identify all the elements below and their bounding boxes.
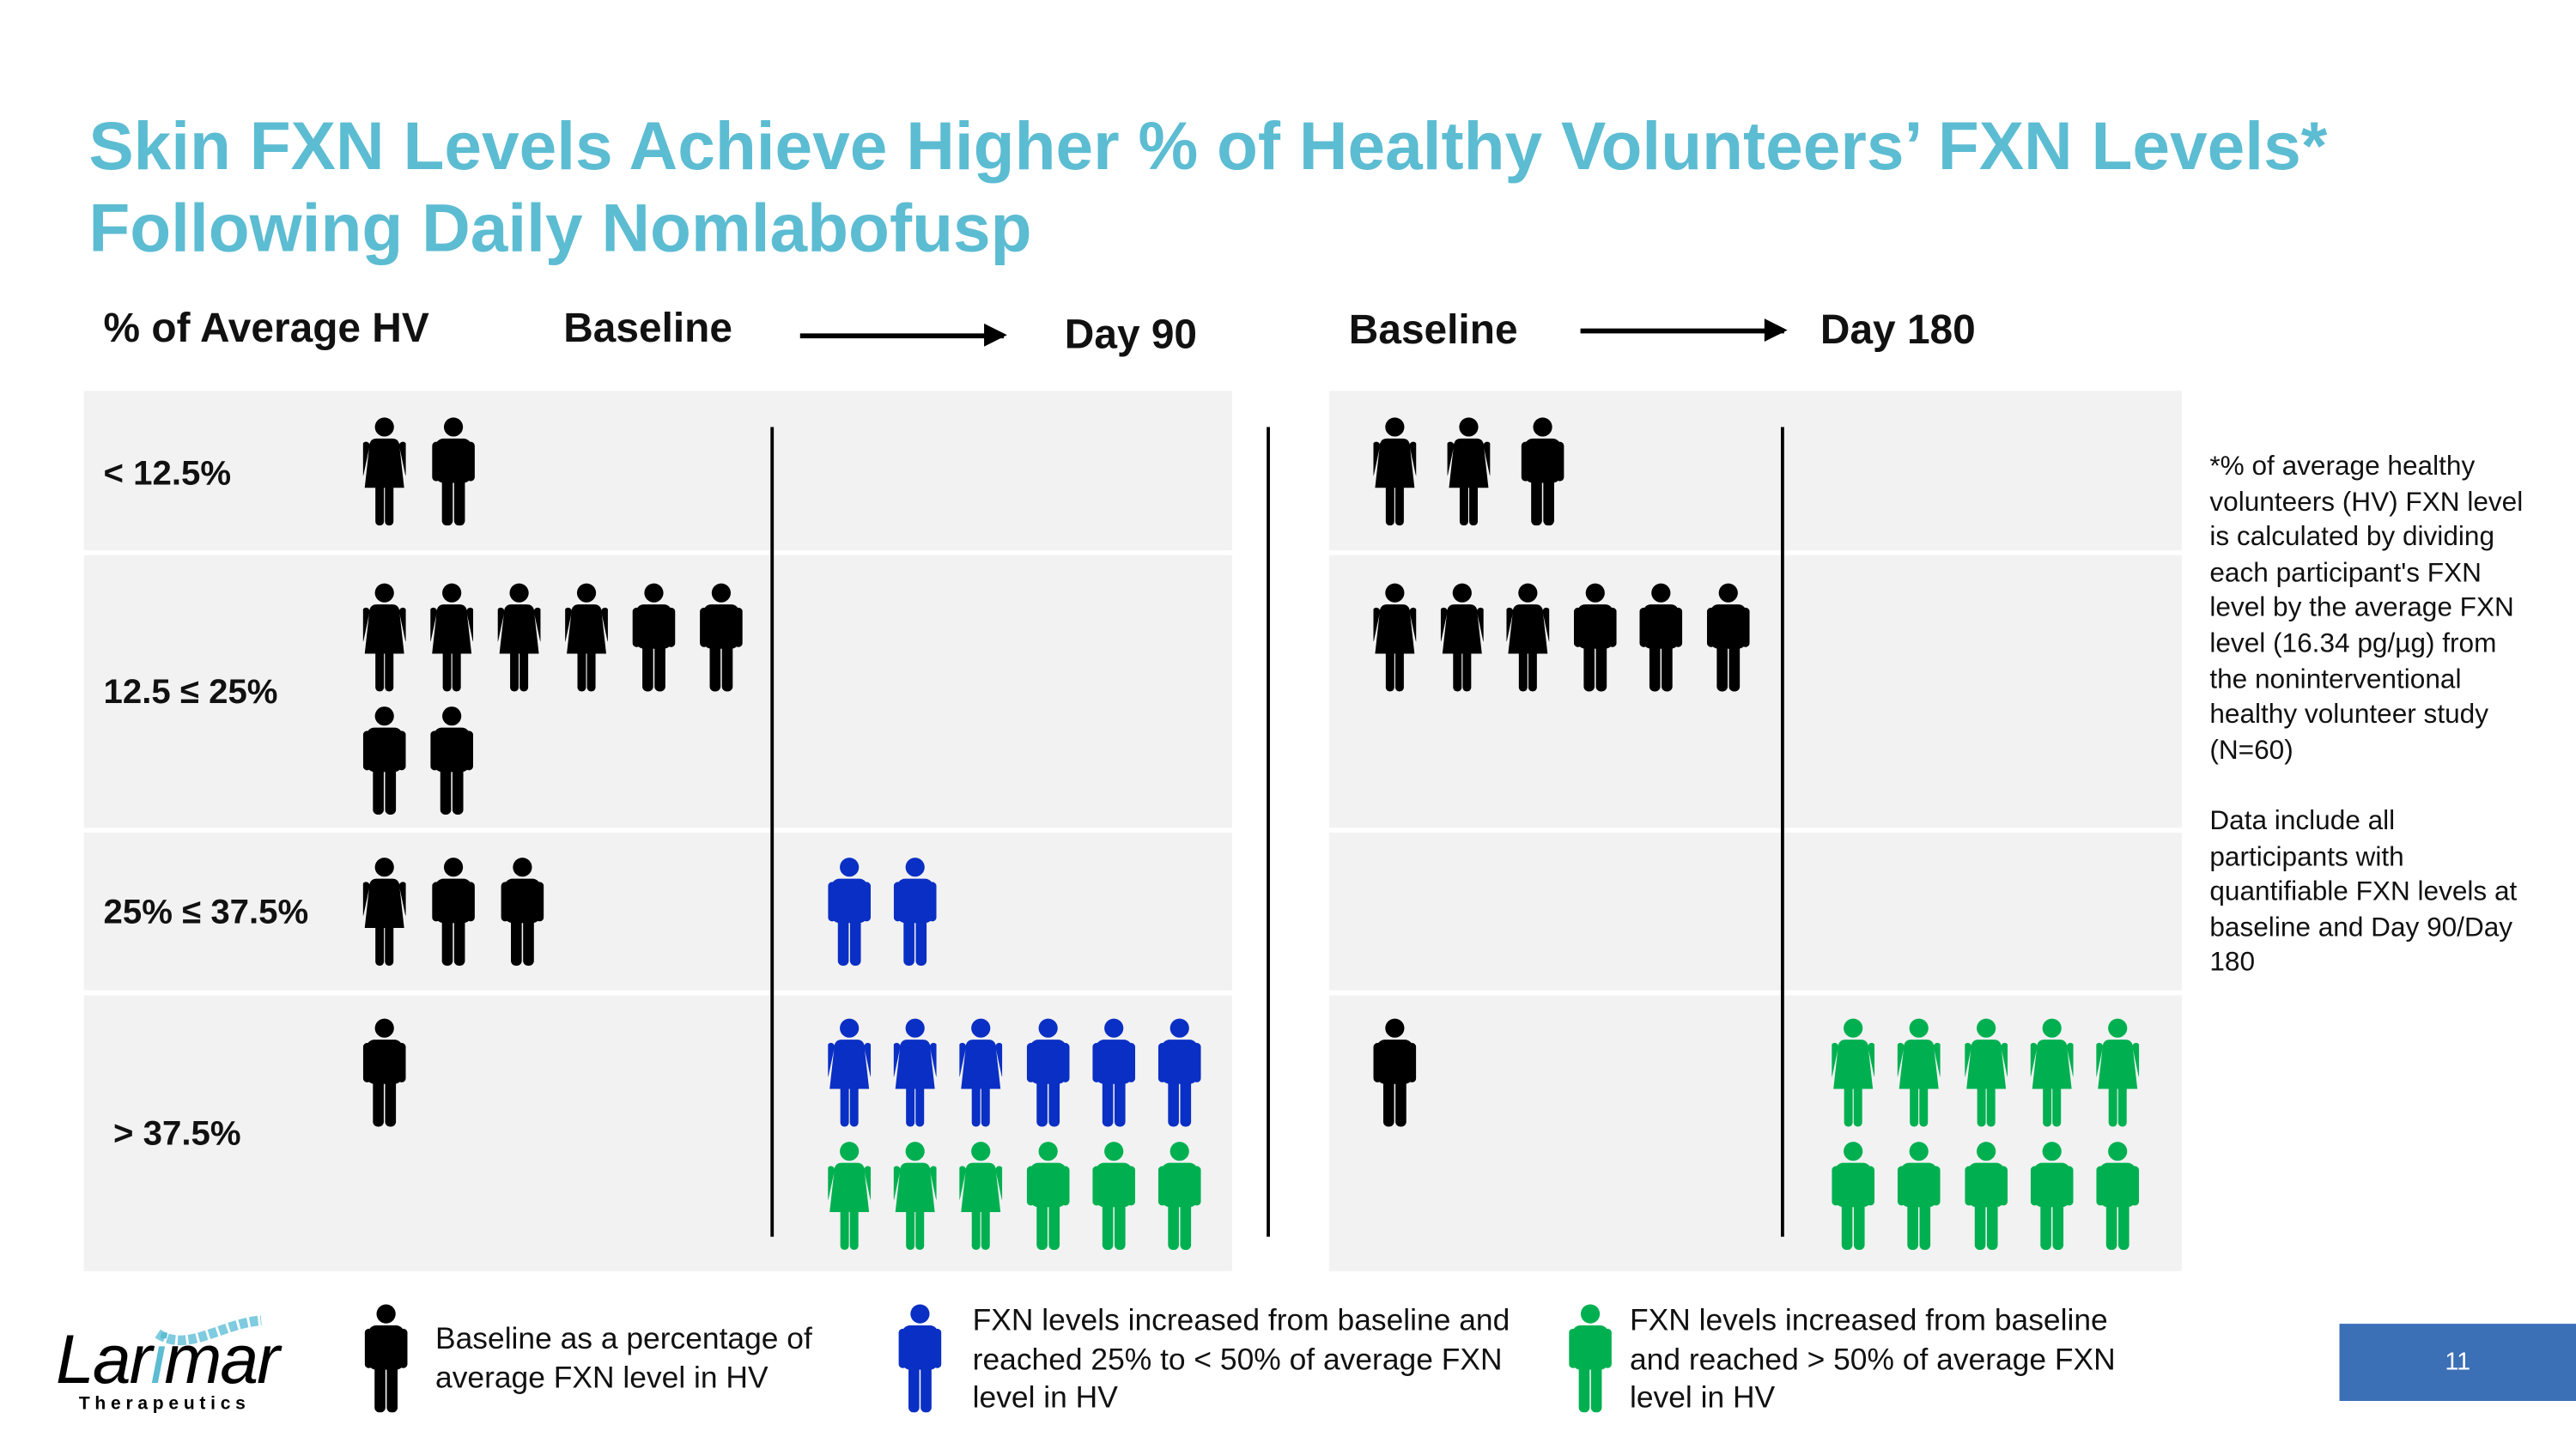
logo-chain-graphic: Larimar Therapeutics [56, 1315, 284, 1414]
footnote: *% of average healthy volunteers (HV) FX… [2209, 450, 2538, 982]
svg-text:Larimar: Larimar [56, 1321, 283, 1398]
footnote-data-note: Data include all participants with quant… [2209, 806, 2518, 978]
divider-day90 [770, 427, 775, 1237]
svg-text:Therapeutics: Therapeutics [79, 1394, 251, 1414]
row-label: 25% ≤ 37.5% [103, 893, 309, 931]
male-person-icon [1521, 417, 1564, 526]
female-person-icon [960, 1142, 1003, 1250]
legend-label-line: FXN levels increased from baseline [1629, 1302, 2108, 1337]
male-person-icon [700, 583, 743, 692]
male-person-icon [362, 1018, 406, 1127]
legend-label: FXN levels increased from baseline and re… [1630, 1300, 2116, 1416]
legend-label-line: Baseline as a percentage of [435, 1320, 812, 1355]
title-line-2: Following Daily Nomlabofusp [88, 190, 1032, 266]
male-person-icon [1898, 1142, 1941, 1250]
female-person-icon [1832, 1018, 1875, 1127]
legend-label-line: reached 25% to < 50% of average FXN [972, 1341, 1503, 1376]
female-person-icon [362, 417, 406, 526]
male-person-icon [2030, 1142, 2074, 1250]
male-person-icon [1157, 1142, 1201, 1250]
male-person-icon [501, 858, 544, 967]
male-person-icon [1569, 1304, 1612, 1413]
male-person-icon [1639, 583, 1683, 692]
female-person-icon [1373, 417, 1417, 526]
female-person-icon [1964, 1018, 2008, 1127]
male-person-icon [432, 858, 475, 967]
male-person-icon [1091, 1142, 1135, 1250]
panel-day180-row-3 [1328, 833, 2182, 991]
male-person-icon [894, 858, 937, 967]
female-person-icon [1898, 1018, 1941, 1127]
legend-label-line: FXN levels increased from baseline and [972, 1302, 1510, 1337]
female-person-icon [828, 1142, 872, 1250]
male-person-icon [1705, 583, 1749, 692]
divider-panels [1267, 427, 1270, 1237]
legend-label: FXN levels increased from baseline and re… [973, 1300, 1510, 1416]
male-person-icon [898, 1304, 942, 1413]
female-person-icon [1439, 583, 1483, 692]
title-line-1: Skin FXN Levels Achieve Higher % of Heal… [88, 108, 2328, 185]
page-number: 11 [2339, 1324, 2576, 1402]
male-person-icon [1157, 1018, 1201, 1127]
female-person-icon [2030, 1018, 2074, 1127]
day180-header: Day 180 [1820, 306, 1976, 354]
larimar-logo: Larimar Therapeutics [56, 1311, 319, 1416]
female-person-icon [960, 1018, 1003, 1127]
day180-baseline-header: Baseline [1348, 306, 1518, 354]
female-person-icon [497, 583, 541, 692]
female-person-icon [1447, 417, 1491, 526]
divider-day180 [1780, 427, 1784, 1237]
slide-title: Skin FXN Levels Achieve Higher % of Heal… [88, 105, 2327, 269]
male-person-icon [1572, 583, 1616, 692]
arrow-right-icon [799, 323, 1007, 347]
male-person-icon [1026, 1018, 1069, 1127]
legend-label-line: level in HV [1629, 1379, 1776, 1415]
male-person-icon [2096, 1142, 2140, 1250]
day90-header: Day 90 [1064, 312, 1198, 359]
male-person-icon [1373, 1018, 1417, 1127]
row-label: < 12.5% [103, 454, 232, 493]
female-person-icon [894, 1018, 937, 1127]
day90-baseline-header: Baseline [563, 305, 733, 352]
panel-day180-row-2 [1328, 555, 2182, 828]
male-person-icon [362, 706, 406, 815]
female-person-icon [828, 1018, 872, 1127]
legend-label: Baseline as a percentage of average FXN l… [435, 1319, 812, 1396]
row-label: > 37.5% [113, 1115, 241, 1154]
panel-day90-row-3 [83, 833, 1232, 991]
arrow-right-icon [1580, 318, 1788, 342]
female-person-icon [2096, 1018, 2140, 1127]
female-person-icon [894, 1142, 937, 1250]
panel-day90-row-1 [83, 391, 1232, 550]
legend-label-line: and reached > 50% of average FXN [1629, 1341, 2116, 1376]
legend-label-line: level in HV [972, 1379, 1118, 1415]
female-person-icon [362, 583, 406, 692]
female-person-icon [565, 583, 608, 692]
footnote-definition: *% of average healthy volunteers (HV) FX… [2209, 452, 2524, 766]
male-person-icon [1832, 1142, 1875, 1250]
male-person-icon [432, 417, 475, 526]
male-person-icon [828, 858, 872, 967]
female-person-icon [1506, 583, 1550, 692]
female-person-icon [1373, 583, 1417, 692]
male-person-icon [364, 1304, 408, 1413]
male-person-icon [1091, 1018, 1135, 1127]
row-label-header: % of Average HV [103, 305, 429, 352]
row-label: 12.5 ≤ 25% [103, 673, 278, 712]
female-person-icon [430, 583, 474, 692]
male-person-icon [1964, 1142, 2008, 1250]
male-person-icon [632, 583, 676, 692]
female-person-icon [362, 858, 406, 967]
legend-label-line: average FXN level in HV [435, 1359, 769, 1394]
male-person-icon [1026, 1142, 1069, 1250]
male-person-icon [430, 706, 474, 815]
